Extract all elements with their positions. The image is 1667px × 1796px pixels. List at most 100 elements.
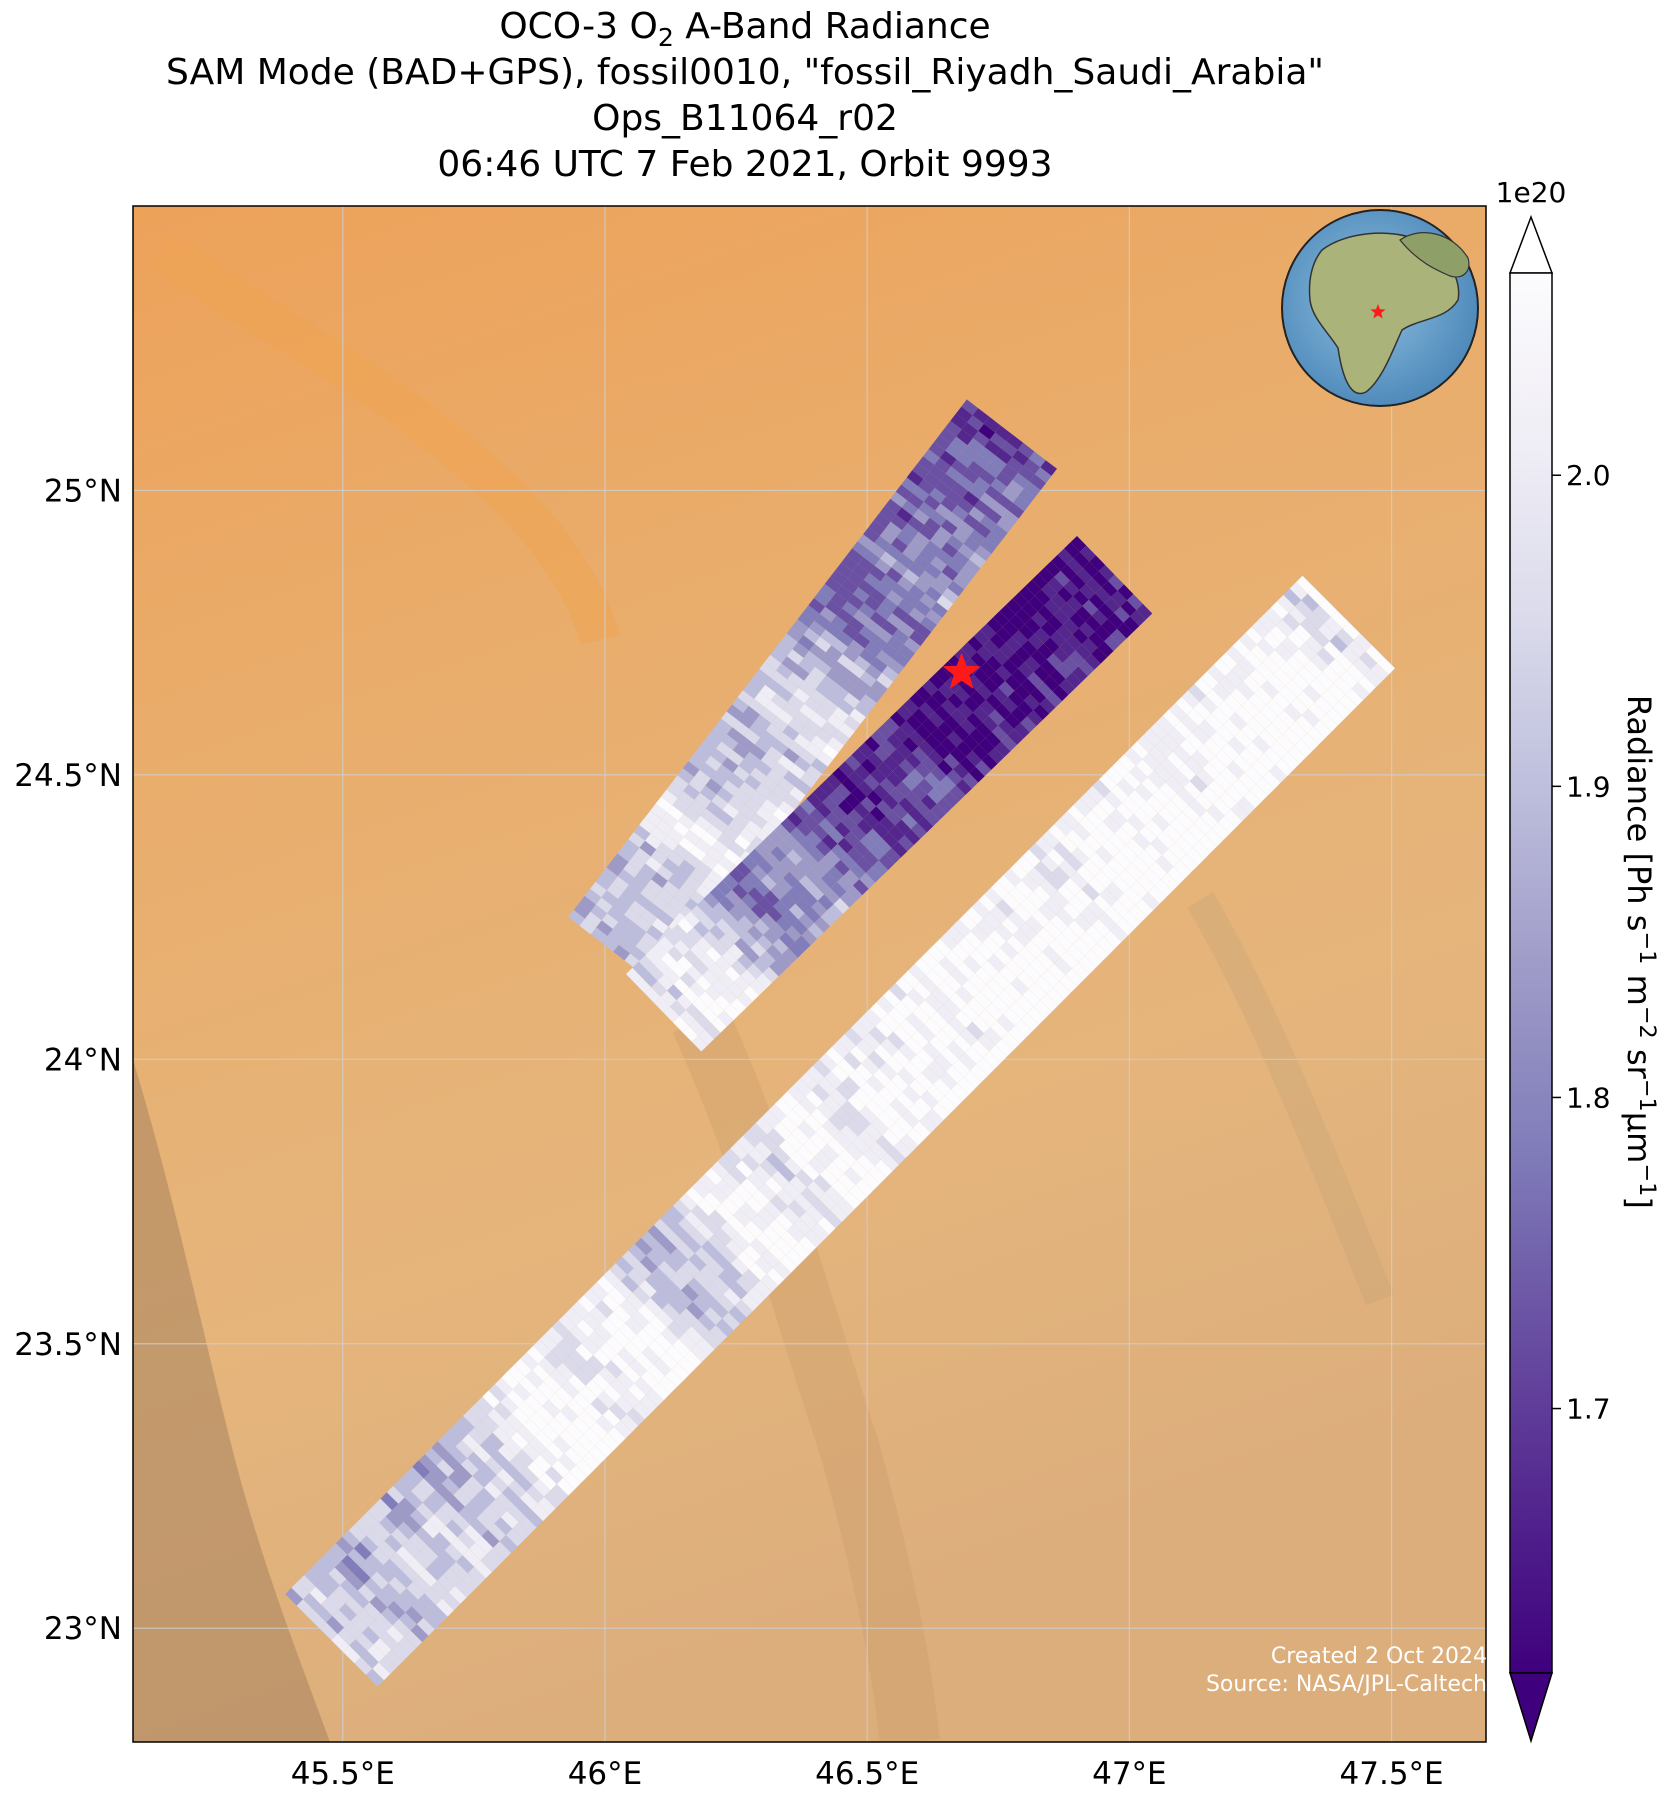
radiance-footprint [438,1550,457,1568]
radiance-footprint [659,1351,678,1370]
radiance-footprint [830,569,848,586]
radiance-footprint [1297,666,1316,685]
radiance-footprint [482,1390,501,1409]
radiance-footprint [1192,726,1210,745]
radiance-footprint [615,1396,634,1415]
lat-tick-label: 25°N [44,473,122,509]
radiance-footprint [1173,860,1192,879]
radiance-footprint [674,1290,693,1309]
radiance-footprint [748,848,765,865]
radiance-footprint [667,873,685,890]
radiance-footprint [1113,851,1132,870]
radiance-footprint [1001,917,1020,935]
radiance-footprint [497,1444,516,1463]
radiance-footprint [345,1596,364,1615]
radiance-footprint [728,943,744,960]
radiance-footprint [869,1141,888,1160]
radiance-footprint [984,439,1001,456]
radiance-footprint [796,1145,815,1163]
radiance-footprint [922,679,939,696]
radiance-footprint [1230,803,1249,821]
radiance-footprint [725,1239,744,1258]
radiance-footprint [795,859,812,876]
radiance-footprint [973,991,992,1010]
radiance-footprint [488,1523,506,1542]
radiance-footprint [814,1150,833,1169]
radiance-footprint [1129,765,1148,784]
radiance-footprint [1008,1025,1027,1044]
radiance-footprint [773,900,789,917]
radiance-footprint [907,1103,926,1122]
radiance-footprint [1185,732,1204,751]
radiance-footprint [625,1316,643,1335]
radiance-footprint [1047,576,1064,593]
radiance-footprint [1037,643,1054,660]
radiance-footprint [804,907,821,923]
radiance-footprint [895,976,914,995]
radiance-footprint [951,482,969,498]
radiance-footprint [1126,838,1145,857]
radiance-footprint [715,918,732,935]
radiance-footprint [911,784,928,801]
radiance-footprint [825,811,841,828]
radiance-footprint [650,849,668,866]
radiance-footprint [1098,912,1117,931]
radiance-footprint [657,1260,676,1279]
radiance-footprint [743,705,761,722]
radiance-footprint [762,1110,780,1129]
radiance-footprint [1244,766,1263,784]
radiance-footprint [941,564,959,581]
radiance-footprint [1229,712,1247,731]
radiance-footprint [590,1397,609,1416]
radiance-footprint [1207,780,1226,798]
radiance-footprint [1208,755,1227,774]
radiance-footprint [601,867,618,884]
radiance-footprint [841,777,858,794]
radiance-footprint [854,701,872,717]
radiance-footprint [871,680,888,696]
radiance-footprint [891,583,909,599]
radiance-footprint [1123,887,1142,905]
radiance-footprint [1052,981,1071,1000]
radiance-footprint [994,741,1011,758]
radiance-footprint [901,970,920,989]
radiance-footprint [901,500,919,517]
radiance-footprint [448,1470,466,1489]
radiance-footprint [1341,646,1360,665]
radiance-footprint [612,1329,631,1348]
radiance-footprint [899,759,915,775]
radiance-footprint [857,1014,876,1033]
radiance-footprint [530,1388,549,1406]
radiance-footprint [1001,464,1019,480]
radiance-footprint [910,822,927,839]
radiance-footprint [475,1536,494,1555]
radiance-footprint [1221,742,1240,761]
radiance-footprint [712,839,729,856]
radiance-footprint [743,728,761,745]
radiance-footprint [872,860,889,877]
radiance-footprint [749,721,766,738]
radiance-footprint [564,1307,583,1326]
radiance-footprint [627,1383,646,1402]
radiance-footprint [538,1357,557,1376]
radiance-footprint [717,810,734,826]
radiance-footprint [570,1325,588,1344]
radiance-footprint [717,1154,736,1173]
radiance-footprint [598,1366,617,1385]
radiance-footprint [882,989,901,1008]
radiance-footprint [705,1282,724,1301]
radiance-footprint [429,1605,448,1623]
radiance-footprint [567,1374,586,1393]
radiance-footprint [1091,803,1110,822]
radiance-footprint [1334,652,1353,671]
radiance-footprint [888,1007,906,1026]
radiance-footprint [630,1334,649,1353]
radiance-footprint [519,1491,538,1510]
radiance-footprint [983,416,1001,433]
radiance-footprint [789,903,805,920]
radiance-footprint [1116,778,1135,797]
radiance-footprint [603,1384,622,1403]
radiance-footprint [1053,957,1072,975]
radiance-footprint [749,744,767,761]
radiance-footprint [400,1588,419,1607]
